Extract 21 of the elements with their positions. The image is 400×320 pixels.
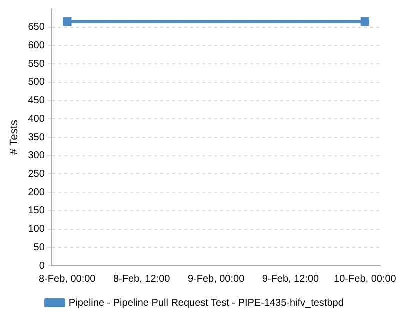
- y-tick-label: 0: [39, 260, 46, 272]
- y-tick-label: 150: [28, 206, 46, 217]
- y-tick-label: 50: [34, 242, 46, 254]
- y-tick-label: 300: [28, 150, 46, 162]
- y-tick-label: 250: [28, 168, 46, 180]
- y-tick-label: 400: [28, 114, 46, 125]
- x-tick-label: 9-Feb, 12:00: [262, 274, 320, 285]
- x-tick-label: 10-Feb, 00:00: [334, 274, 397, 285]
- y-tick-label: 200: [28, 187, 46, 198]
- y-tick-label: 450: [28, 96, 46, 107]
- x-tick-label: 9-Feb, 00:00: [188, 274, 246, 285]
- y-tick-label: 650: [28, 22, 46, 34]
- y-tick-label: 500: [28, 77, 46, 88]
- y-tick-label: 550: [28, 58, 46, 70]
- y-tick-label: 600: [28, 40, 46, 52]
- y-tick-label: 100: [28, 224, 46, 236]
- x-tick-label: 8-Feb, 00:00: [39, 274, 96, 285]
- y-tick-label: 350: [28, 132, 46, 144]
- legend-label: Pipeline - Pipeline Pull Request Test - PIPE-1435-hifv_testbpd: [68, 298, 344, 309]
- y-axis-title: # Tests: [8, 120, 21, 155]
- x-tick-label: 8-Feb, 12:00: [113, 274, 171, 285]
